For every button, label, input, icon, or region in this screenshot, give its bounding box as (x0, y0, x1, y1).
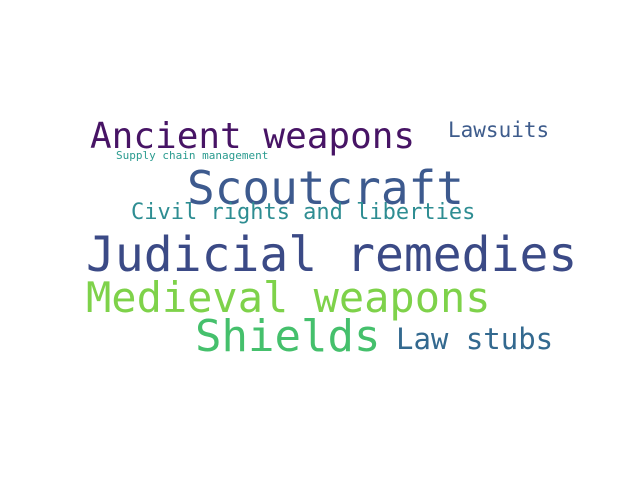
word-judicial-remedies: Judicial remedies (86, 227, 578, 283)
word-shields: Shields (195, 311, 381, 362)
word-law-stubs: Law stubs (396, 322, 554, 356)
word-lawsuits: Lawsuits (448, 118, 550, 142)
word-medieval-weapons: Medieval weapons (86, 273, 491, 322)
word-scoutcraft: Scoutcraft (187, 161, 464, 215)
word-supply-chain: Supply chain management (116, 149, 269, 162)
word-ancient-weapons: Ancient weapons (90, 116, 416, 157)
word-civil-rights: Civil rights and liberties (131, 200, 476, 225)
